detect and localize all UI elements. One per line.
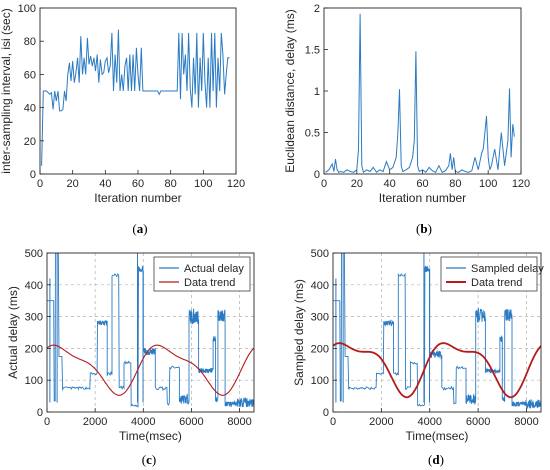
caption: (b) <box>416 221 432 236</box>
caption: (c) <box>142 452 156 467</box>
caption-close: ) <box>428 221 432 236</box>
y-tick-label: 0 <box>323 407 329 419</box>
legend-label: Actual delay <box>184 263 244 275</box>
chart-b: 0 20 40 60 80 100 120 0 0.5 1 1.5 2 Iteration number… <box>283 3 530 236</box>
legend-box <box>440 256 538 292</box>
x-tick-label: 40 <box>384 178 396 190</box>
y-tick-label: 1 <box>314 86 320 98</box>
x-tick-label: 120 <box>227 178 245 190</box>
x-axis-label: Iteration number <box>94 191 181 205</box>
caption-close: ) <box>143 221 147 236</box>
y-tick-label: 100 <box>25 375 43 387</box>
y-tick-label: 40 <box>24 103 36 115</box>
caption-letter: b <box>420 221 427 236</box>
plot-area <box>333 253 541 409</box>
y-tick-label: 300 <box>25 312 43 324</box>
caption-open: ( <box>416 221 420 236</box>
caption: (d) <box>428 452 444 467</box>
x-tick-label: 80 <box>449 178 461 190</box>
caption-letter: c <box>146 452 152 467</box>
x-tick-label: 6000 <box>466 416 490 428</box>
axes-box <box>39 7 237 175</box>
y-tick-label: 80 <box>24 36 36 48</box>
x-tick-label: 40 <box>99 178 111 190</box>
y-tick-label: 500 <box>311 248 329 260</box>
y-axis-label: Actual delay (ms) <box>6 286 20 379</box>
y-axis-label: Sampled delay (ms) <box>292 279 306 386</box>
caption-close: ) <box>440 452 444 467</box>
axes-box <box>46 252 255 413</box>
x-tick-label: 8000 <box>227 416 251 428</box>
x-tick-label: 80 <box>165 178 177 190</box>
x-tick-label: 60 <box>416 178 428 190</box>
x-tick-label: 20 <box>351 178 363 190</box>
y-tick-label: 1.5 <box>305 45 320 57</box>
x-tick-label: 4000 <box>131 416 155 428</box>
x-tick-label: 0 <box>321 178 327 190</box>
x-tick-label: 8000 <box>514 416 538 428</box>
y-tick-label: 20 <box>24 136 36 148</box>
y-tick-label: 100 <box>18 3 36 15</box>
x-tick-label: 2000 <box>83 416 107 428</box>
y-tick-label: 100 <box>311 375 329 387</box>
caption-open: ( <box>132 221 136 236</box>
y-tick-label: 200 <box>25 343 43 355</box>
caption-close: ) <box>152 452 156 467</box>
x-tick-label: 2000 <box>369 416 393 428</box>
y-tick-label: 200 <box>311 343 329 355</box>
x-tick-label: 100 <box>479 178 497 190</box>
x-tick-label: 4000 <box>418 416 442 428</box>
caption-open: ( <box>142 452 146 467</box>
caption-open: ( <box>428 452 432 467</box>
y-tick-label: 60 <box>24 69 36 81</box>
axes-box <box>332 252 542 413</box>
x-axis-label: Iteration number <box>379 191 466 205</box>
y-axis-label: Euclidean distance, delay (ms) <box>283 9 297 172</box>
y-tick-label: 0 <box>30 169 36 181</box>
chart-c: 0 2000 4000 6000 8000 0 100 200 300 400 500 Time(ms… <box>6 248 255 467</box>
x-tick-label: 100 <box>194 178 212 190</box>
legend-label: Data trend <box>471 277 522 289</box>
legend-box <box>153 256 251 292</box>
y-tick-label: 400 <box>311 280 329 292</box>
series-line-sampled-delay <box>333 253 541 409</box>
y-tick-label: 0 <box>37 407 43 419</box>
plot-area <box>41 29 230 166</box>
chart-a: 0 20 40 60 80 100 120 0 20 40 60 80 100 Iteration num… <box>0 3 245 236</box>
x-tick-label: 20 <box>67 178 79 190</box>
x-tick-label: 0 <box>44 416 50 428</box>
series-line-data-trend <box>47 344 254 396</box>
legend: Actual delay Data trend <box>153 256 251 292</box>
caption-letter: a <box>137 221 144 236</box>
y-axis-label: inter-sampling interval, isi (sec) <box>0 8 13 173</box>
y-tick-label: 0 <box>314 169 320 181</box>
legend-label: Sampled delay <box>471 263 544 275</box>
x-tick-label: 120 <box>512 178 530 190</box>
x-tick-label: 60 <box>132 178 144 190</box>
y-tick-label: 0.5 <box>305 128 320 140</box>
x-tick-label: 0 <box>330 416 336 428</box>
chart-d: 0 2000 4000 6000 8000 0 100 200 300 400 500 Time(ms… <box>292 248 544 467</box>
series-line-data-trend <box>333 342 541 399</box>
x-axis-label: Time(msec) <box>406 429 469 443</box>
caption-letter: d <box>432 452 440 467</box>
x-tick-label: 0 <box>37 178 43 190</box>
series-line-actual-delay <box>47 253 254 408</box>
legend: Sampled delay Data trend <box>440 256 544 292</box>
plot-area <box>325 13 515 174</box>
series-line-a <box>41 29 230 166</box>
x-tick-label: 6000 <box>179 416 203 428</box>
caption: (a) <box>132 221 147 236</box>
series-line-b <box>325 13 515 174</box>
y-tick-label: 2 <box>314 3 320 15</box>
y-tick-label: 500 <box>25 248 43 260</box>
y-tick-label: 400 <box>25 280 43 292</box>
axes-box <box>323 7 522 175</box>
x-axis-label: Time(msec) <box>119 429 182 443</box>
plot-area <box>47 253 254 408</box>
legend-label: Data trend <box>184 277 235 289</box>
y-tick-label: 300 <box>311 312 329 324</box>
